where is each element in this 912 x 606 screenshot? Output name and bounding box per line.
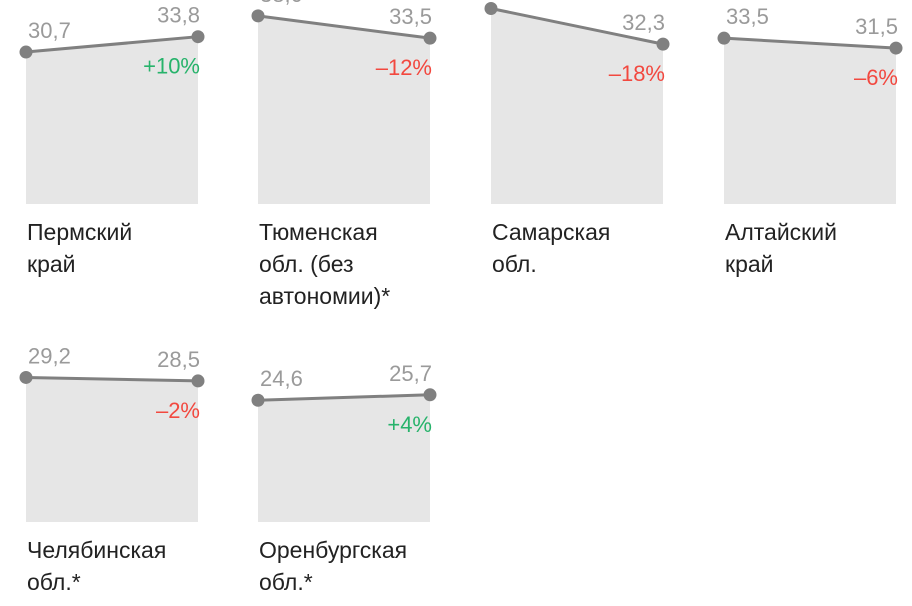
area-fill bbox=[491, 8, 663, 204]
value-label-start: 33,5 bbox=[726, 4, 769, 29]
data-point-start bbox=[251, 9, 265, 23]
area-fill bbox=[258, 394, 430, 522]
data-point-end bbox=[889, 41, 903, 55]
value-label-end: 25,7 bbox=[389, 361, 432, 386]
panel-6: 24,6 25,7 +4% Оренбургская обл.* bbox=[251, 361, 437, 595]
value-label-end: 33,8 bbox=[157, 3, 200, 28]
change-label: –2% bbox=[156, 398, 200, 423]
region-label-line: обл. bbox=[492, 251, 537, 277]
value-label-end: 28,5 bbox=[157, 347, 200, 372]
data-point-end bbox=[423, 388, 437, 402]
panel-2: 38,0 33,5 –12% Тюменская обл. (без автономии)… bbox=[251, 0, 437, 309]
area-fill bbox=[724, 38, 896, 204]
value-label-end: 32,3 bbox=[622, 10, 665, 35]
series-line bbox=[25, 375, 199, 383]
region-label-line: Челябинская bbox=[27, 537, 166, 563]
data-point-start bbox=[717, 31, 731, 45]
value-label-end: 33,5 bbox=[389, 4, 432, 29]
value-label-end: 31,5 bbox=[855, 14, 898, 39]
change-label: –18% bbox=[609, 61, 665, 86]
series-line bbox=[25, 35, 199, 54]
value-label-start: 30,7 bbox=[28, 18, 71, 43]
data-point-start bbox=[19, 370, 33, 384]
data-point-end bbox=[423, 31, 437, 45]
region-label-line: Самарская bbox=[492, 219, 610, 245]
change-label: –12% bbox=[376, 55, 432, 80]
region-label-line: Оренбургская bbox=[259, 537, 407, 563]
data-point-start bbox=[19, 45, 33, 59]
region-label-line: автономии)* bbox=[259, 283, 390, 309]
area-fill bbox=[258, 15, 430, 205]
panel-4: 33,5 31,5 –6% Алтайский край bbox=[717, 4, 903, 277]
region-label-line: обл. (без bbox=[259, 251, 354, 277]
region-label-line: Алтайский bbox=[725, 219, 837, 245]
series-line bbox=[490, 7, 664, 46]
value-label-start: 29,2 bbox=[28, 343, 71, 368]
data-point-end bbox=[191, 374, 205, 388]
area-fill bbox=[26, 36, 198, 204]
change-label: +10% bbox=[143, 54, 200, 79]
value-label-start: 38,0 bbox=[260, 0, 303, 7]
panel-1: 30,7 33,8 +10% Пермский край bbox=[19, 3, 205, 277]
change-label: +4% bbox=[387, 412, 432, 437]
series-line bbox=[257, 393, 431, 402]
series-line bbox=[257, 14, 431, 40]
region-label-line: край bbox=[725, 251, 774, 277]
data-point-end bbox=[191, 30, 205, 44]
region-label-line: край bbox=[27, 251, 76, 277]
series-line bbox=[723, 36, 897, 50]
region-label-line: Тюменская bbox=[259, 219, 378, 245]
data-point-start bbox=[484, 1, 498, 15]
region-label-line: обл.* bbox=[27, 569, 81, 595]
data-point-start bbox=[251, 393, 265, 407]
value-label-start: 24,6 bbox=[260, 366, 303, 391]
area-fill bbox=[26, 377, 198, 522]
data-point-end bbox=[656, 37, 670, 51]
region-label-line: Пермский bbox=[27, 219, 132, 245]
change-label: –6% bbox=[854, 65, 898, 90]
panel-5: 29,2 28,5 –2% Челябинская обл.* bbox=[19, 343, 205, 595]
region-label-line: обл.* bbox=[259, 569, 313, 595]
